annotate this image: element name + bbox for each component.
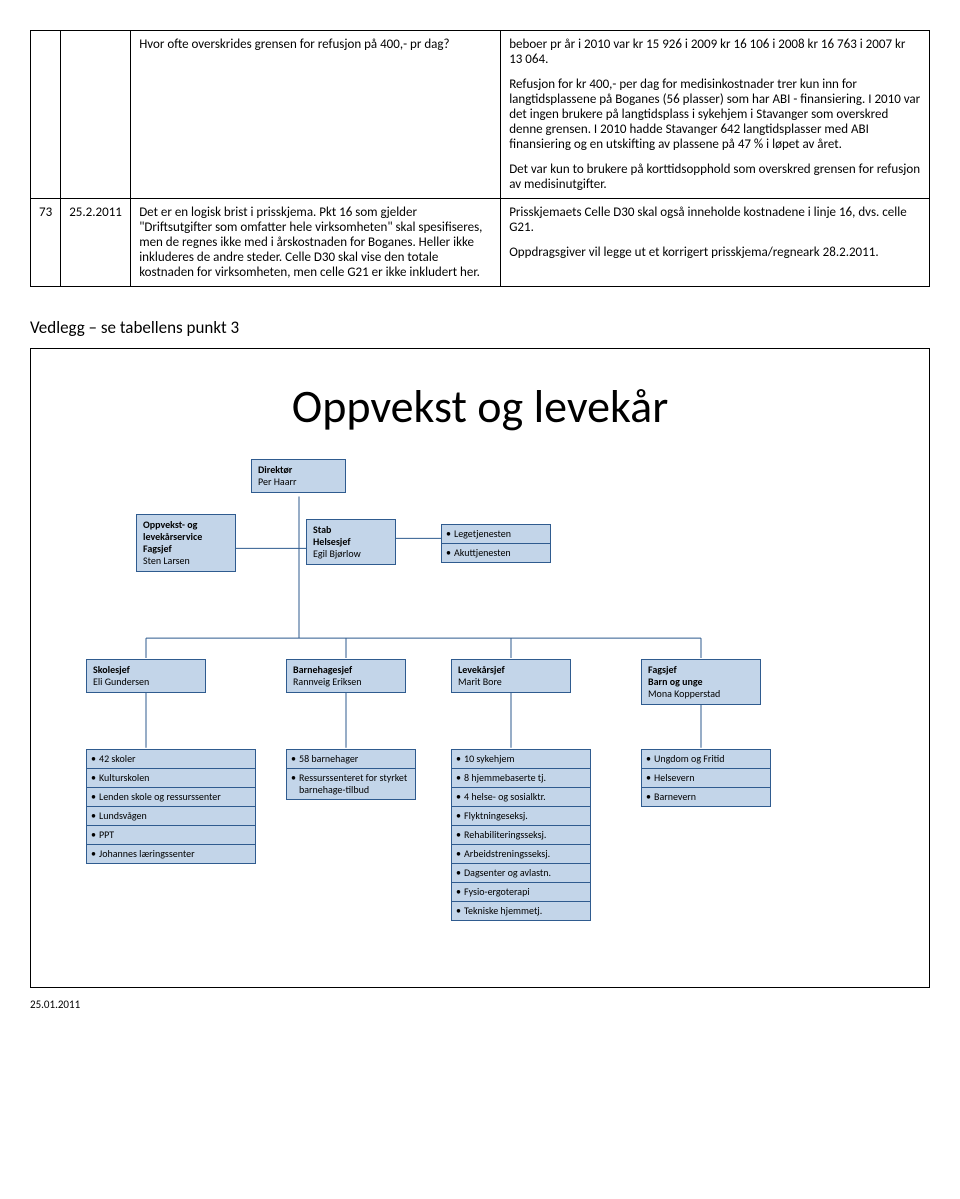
row-num: 73 xyxy=(31,199,61,287)
stab-l3: Egil Bjørlow xyxy=(313,548,389,560)
qa-table: Hvor ofte overskrides grensen for refusj… xyxy=(30,30,930,287)
node-oppvekst: Oppvekst- og levekårservice Fagsjef Sten… xyxy=(136,514,236,572)
direktor-name: Per Haarr xyxy=(258,476,339,488)
list-col3: 10 sykehjem8 hjemmebaserte tj.4 helse- o… xyxy=(451,749,591,921)
list-item: Rehabiliteringsseksj. xyxy=(452,826,590,845)
barnehagesjef-l2: Rannveig Eriksen xyxy=(293,676,399,688)
list-item: Lenden skole og ressurssenter xyxy=(87,788,255,807)
list-item: Fysio-ergoterapi xyxy=(452,883,590,902)
answer-p3: Det var kun to brukere på korttidsopphol… xyxy=(509,162,921,192)
answer-cell: beboer pr år i 2010 var kr 15 926 i 2009… xyxy=(501,31,930,199)
table-row: Hvor ofte overskrides grensen for refusj… xyxy=(31,31,930,199)
levekarsjef-l2: Marit Bore xyxy=(458,676,564,688)
node-barnehagesjef: Barnehagesjef Rannveig Eriksen xyxy=(286,659,406,693)
org-title: Oppvekst og levekår xyxy=(51,379,909,435)
list-item: Helsevern xyxy=(642,769,770,788)
answer-cell: Prisskjemaets Celle D30 skal også inneho… xyxy=(501,199,930,287)
node-levekarsjef: Levekårsjef Marit Bore xyxy=(451,659,571,693)
list-item: 8 hjemmebaserte tj. xyxy=(452,769,590,788)
answer-p2: Oppdragsgiver vil legge ut et korrigert … xyxy=(509,245,921,260)
list-item: Tekniske hjemmetj. xyxy=(452,902,590,920)
node-fagsjef: Fagsjef Barn og unge Mona Kopperstad xyxy=(641,659,761,705)
answer-p1: beboer pr år i 2010 var kr 15 926 i 2009… xyxy=(509,37,921,67)
list-item: 4 helse- og sosialktr. xyxy=(452,788,590,807)
list-item: Kulturskolen xyxy=(87,769,255,788)
list-item: Barnevern xyxy=(642,788,770,806)
list-item: 10 sykehjem xyxy=(452,750,590,769)
list-item: Arbeidstreningsseksj. xyxy=(452,845,590,864)
list-col2: 58 barnehagerRessurssenteret for styrket… xyxy=(286,749,416,800)
row-date xyxy=(61,31,131,199)
lege-i2: Akuttjenesten xyxy=(442,544,550,562)
list-item: PPT xyxy=(87,826,255,845)
list-item: Flyktningeseksj. xyxy=(452,807,590,826)
list-item: Johannes læringssenter xyxy=(87,845,255,863)
list-col1: 42 skolerKulturskolenLenden skole og res… xyxy=(86,749,256,864)
list-item: Ungdom og Fritid xyxy=(642,750,770,769)
org-chart: Oppvekst og levekår Direk xyxy=(30,348,930,988)
skolesjef-l2: Eli Gundersen xyxy=(93,676,199,688)
list-col4: Ungdom og FritidHelsevernBarnevern xyxy=(641,749,771,807)
node-skolesjef: Skolesjef Eli Gundersen xyxy=(86,659,206,693)
node-stab: Stab Helsesjef Egil Bjørlow xyxy=(306,519,396,565)
answer-p1: Prisskjemaets Celle D30 skal også inneho… xyxy=(509,205,921,235)
row-date: 25.2.2011 xyxy=(61,199,131,287)
lege-i1: Legetjenesten xyxy=(442,525,550,544)
list-item: Lundsvågen xyxy=(87,807,255,826)
node-direktor: Direktør Per Haarr xyxy=(251,459,346,493)
question-cell: Det er en logisk brist i prisskjema. Pkt… xyxy=(131,199,501,287)
list-item: 58 barnehager xyxy=(287,750,415,769)
row-num xyxy=(31,31,61,199)
vedlegg-heading: Vedlegg – se tabellens punkt 3 xyxy=(30,317,930,338)
fagsjef-l3: Mona Kopperstad xyxy=(648,688,754,700)
table-row: 73 25.2.2011 Det er en logisk brist i pr… xyxy=(31,199,930,287)
footer-date: 25.01.2011 xyxy=(30,998,930,1011)
list-item: Ressurssenteret for styrket barnehage-ti… xyxy=(287,769,415,799)
node-lege: Legetjenesten Akuttjenesten xyxy=(441,524,551,563)
list-item: Dagsenter og avlastn. xyxy=(452,864,590,883)
answer-p2: Refusjon for kr 400,- per dag for medisi… xyxy=(509,77,921,152)
list-item: 42 skoler xyxy=(87,750,255,769)
oppvekst-l4: Sten Larsen xyxy=(143,555,229,567)
question-cell: Hvor ofte overskrides grensen for refusj… xyxy=(131,31,501,199)
